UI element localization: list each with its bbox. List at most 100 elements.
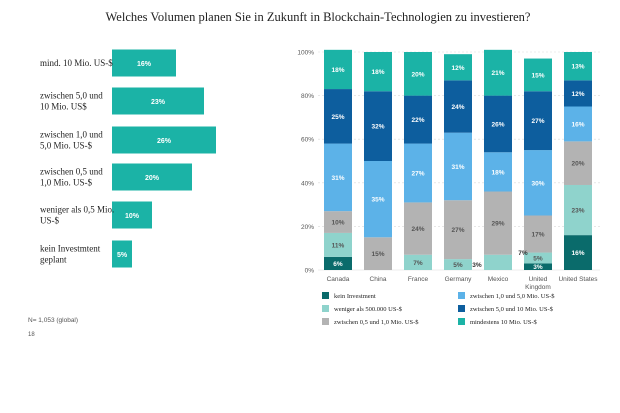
segment-value-label: 27%: [411, 170, 424, 177]
segment-value-label: 5%: [533, 256, 543, 263]
segment-value-label: 24%: [451, 104, 464, 111]
segment-value-label: 24%: [411, 226, 424, 233]
left-bar-category-label: 5,0 Mio. US-$: [40, 141, 93, 151]
segment-value-label: 23%: [571, 208, 584, 215]
segment-value-label: 29%: [491, 221, 504, 228]
segment-value-label: 15%: [531, 72, 544, 79]
segment-value-label: 16%: [571, 121, 584, 128]
left-bar: [112, 126, 216, 154]
left-bar-value-label: 23%: [151, 99, 166, 106]
segment-value-label: 27%: [531, 118, 544, 125]
y-tick-label: 80%: [301, 93, 314, 100]
segment-value-label: 13%: [571, 64, 584, 71]
stacked-bar-segment: [564, 52, 592, 81]
legend-swatch: [458, 305, 465, 312]
segment-value-label: 35%: [371, 197, 384, 204]
outside-value-label: 3%: [472, 262, 482, 269]
stacked-bar-segment: [444, 80, 472, 133]
outside-value-label: 7%: [518, 250, 528, 257]
stacked-bar-segment: [324, 232, 352, 257]
segment-value-label: 5%: [453, 262, 463, 269]
stacked-bar-segment: [564, 141, 592, 185]
segment-value-label: 31%: [451, 164, 464, 171]
stacked-bar-segment: [364, 52, 392, 92]
legend: kein Investment zwischen 1,0 und 5,0 Mio.…: [322, 292, 555, 326]
left-bar: [112, 49, 176, 77]
left-bar-value-label: 26%: [157, 138, 172, 145]
segment-value-label: 10%: [331, 220, 344, 227]
stacked-bar-segment: [484, 191, 512, 255]
left-bar: [112, 201, 152, 229]
stacked-bar-segment: [524, 263, 552, 270]
stacked-bar-segment: [324, 89, 352, 144]
left-bar-category-label: mind. 10 Mio. US-$: [40, 58, 113, 68]
left-bar: [112, 240, 132, 268]
stacked-bar-segment: [324, 49, 352, 90]
x-category-label: Kingdom: [525, 284, 551, 291]
left-bar-category-label: zwischen 5,0 und: [40, 91, 103, 101]
segment-value-label: 22%: [411, 117, 424, 124]
segment-value-label: 12%: [571, 91, 584, 98]
stacked-bar-segment: [364, 91, 392, 161]
left-bar-category-label: weniger als 0,5 Mio.: [40, 205, 114, 215]
segment-value-label: 21%: [491, 70, 504, 77]
left-bar-category-label: zwischen 1,0 und: [40, 130, 103, 140]
legend-swatch: [458, 318, 465, 325]
legend-label: zwischen 1,0 und 5,0 Mio. US-$: [470, 293, 555, 300]
stacked-bar-segment: [484, 254, 512, 270]
x-category-label: United States: [558, 276, 598, 283]
segment-value-label: 27%: [451, 227, 464, 234]
segment-value-label: 20%: [411, 71, 424, 78]
left-bar-chart: 16% mind. 10 Mio. US-$ 23% zwischen 5,0 und…: [40, 49, 216, 268]
left-bar-category-label: 1,0 Mio. US-$: [40, 178, 93, 188]
y-tick-label: 40%: [301, 180, 314, 187]
x-category-label: France: [408, 276, 429, 283]
segment-value-label: 16%: [571, 250, 584, 257]
segment-value-label: 18%: [371, 69, 384, 76]
sample-note: N= 1,053 (global): [28, 317, 78, 324]
chart-title: Welches Volumen planen Sie in Zukunft in…: [106, 10, 531, 24]
segment-value-label: 15%: [371, 251, 384, 258]
stacked-bar-segment: [404, 143, 432, 203]
segment-value-label: 32%: [371, 124, 384, 131]
segment-value-label: 18%: [491, 169, 504, 176]
stacked-bar-segment: [564, 106, 592, 142]
stacked-bar-segment: [404, 95, 432, 144]
y-tick-label: 60%: [301, 137, 314, 144]
y-tick-label: 20%: [301, 224, 314, 231]
stacked-bar-segment: [524, 58, 552, 92]
left-bar-category-label: 10 Mio. US$: [40, 102, 87, 112]
stacked-bar-segment: [524, 91, 552, 151]
segment-value-label: 20%: [571, 161, 584, 168]
left-bar-value-label: 16%: [137, 61, 152, 68]
left-bar-category-label: US-$: [40, 216, 60, 226]
legend-swatch: [322, 318, 329, 325]
left-bar: [112, 87, 204, 115]
stacked-bar-segment: [364, 161, 392, 238]
stacked-bar-segment: [364, 237, 392, 270]
stacked-bar-chart: 0% 20% 40% 60% 80% 100% 6% 11% 10% 31% 25% 18% Canad…: [297, 49, 600, 291]
page-number: 18: [28, 332, 35, 338]
x-category-label: China: [370, 276, 387, 283]
left-bar-category-label: geplant: [40, 255, 67, 265]
left-bar-category-label: kein Investmtent: [40, 244, 101, 254]
legend-label: zwischen 5,0 und 10 Mio. US-$: [470, 306, 554, 313]
stacked-bar-segment: [444, 54, 472, 81]
left-bar-value-label: 10%: [125, 213, 140, 220]
segment-value-label: 31%: [331, 175, 344, 182]
stacked-bar-segment: [404, 254, 432, 270]
y-tick-label: 100%: [297, 50, 314, 57]
segment-value-label: 7%: [413, 260, 423, 267]
stacked-bar-segment: [324, 211, 352, 233]
left-bar-value-label: 5%: [117, 252, 128, 259]
x-category-label: Mexico: [488, 276, 509, 283]
segment-value-label: 3%: [533, 264, 543, 271]
stacked-bar-segment: [564, 235, 592, 270]
y-tick-label: 0%: [305, 268, 315, 275]
legend-swatch: [322, 292, 329, 299]
segment-value-label: 25%: [331, 114, 344, 121]
segment-value-label: 12%: [451, 65, 464, 72]
segment-value-label: 26%: [491, 121, 504, 128]
stacked-bar-segment: [524, 215, 552, 253]
